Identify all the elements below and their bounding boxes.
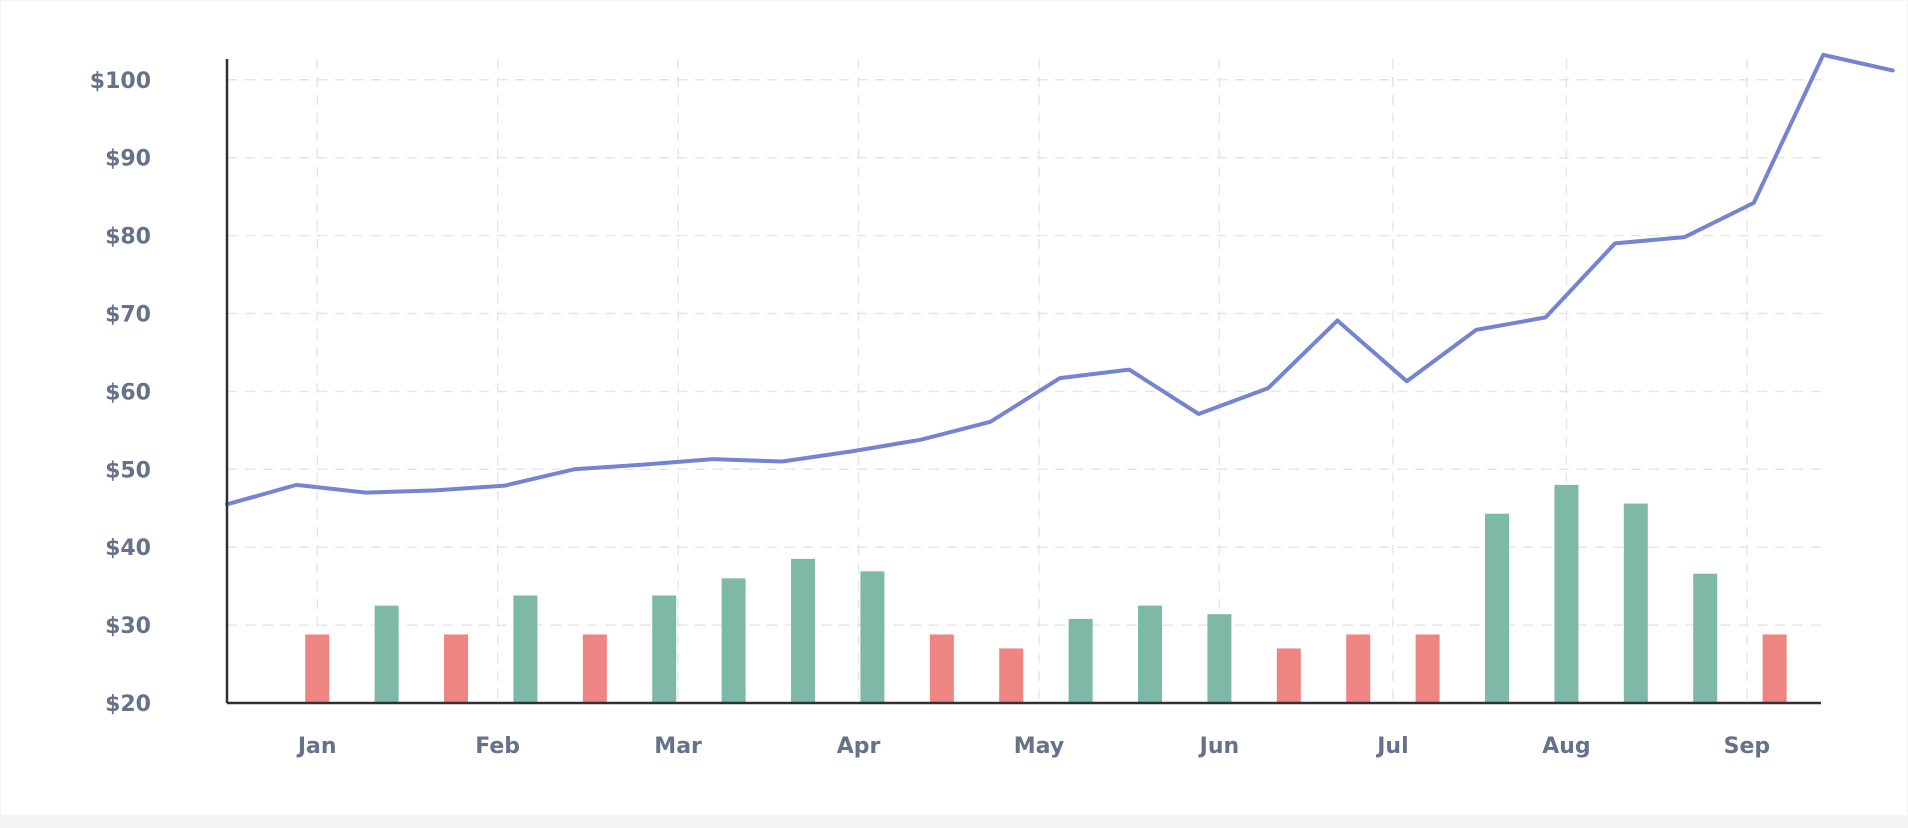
x-tick-label: Feb — [475, 734, 520, 759]
bar-7 — [721, 578, 746, 703]
line-series — [225, 52, 1895, 507]
bar-16 — [1346, 634, 1371, 703]
bar-series — [305, 484, 1787, 703]
bar-8 — [791, 558, 816, 703]
bar-11 — [999, 648, 1024, 703]
bar-1 — [305, 634, 330, 703]
y-tick-label: $90 — [105, 147, 151, 172]
x-tick-label: Aug — [1542, 734, 1590, 759]
x-tick-label: May — [1014, 734, 1064, 759]
y-tick-label: $20 — [105, 692, 151, 717]
bar-5 — [582, 634, 607, 703]
bar-13 — [1138, 605, 1163, 703]
bar-3 — [444, 634, 469, 703]
y-tick-label: $50 — [105, 458, 151, 483]
bar-21 — [1693, 573, 1718, 703]
y-tick-label: $80 — [105, 225, 151, 250]
bar-15 — [1276, 648, 1301, 703]
axes — [225, 59, 1821, 705]
bar-6 — [652, 595, 677, 703]
horizontal-gridlines — [227, 79, 1821, 626]
x-tick-label: Mar — [654, 734, 702, 759]
x-axis-tick-labels: Jan Feb Mar Apr May Jun Jul Aug Sep — [296, 734, 1770, 759]
x-tick-label: Jun — [1198, 734, 1240, 759]
bar-12 — [1068, 618, 1093, 703]
y-tick-label: $30 — [105, 614, 151, 639]
x-tick-label: Sep — [1724, 734, 1771, 759]
y-tick-label: $100 — [90, 69, 151, 94]
y-tick-label: $60 — [105, 380, 151, 405]
bar-22 — [1762, 634, 1787, 703]
bar-20 — [1623, 503, 1648, 703]
bar-19 — [1554, 484, 1579, 703]
bar-10 — [929, 634, 954, 703]
x-tick-label: Jan — [296, 734, 337, 759]
bar-4 — [513, 595, 538, 703]
bar-14 — [1207, 614, 1232, 703]
bar-9 — [860, 571, 885, 703]
price-line — [225, 52, 1895, 507]
y-axis-tick-labels: $20 $30 $40 $50 $60 $70 $80 $90 $100 — [90, 69, 151, 717]
y-tick-label: $40 — [105, 536, 151, 561]
y-tick-label: $70 — [105, 303, 151, 328]
bar-2 — [374, 605, 399, 703]
x-tick-label: Jul — [1375, 734, 1408, 759]
bar-18 — [1485, 513, 1510, 703]
x-tick-label: Apr — [837, 734, 881, 759]
bar-17 — [1415, 634, 1440, 703]
